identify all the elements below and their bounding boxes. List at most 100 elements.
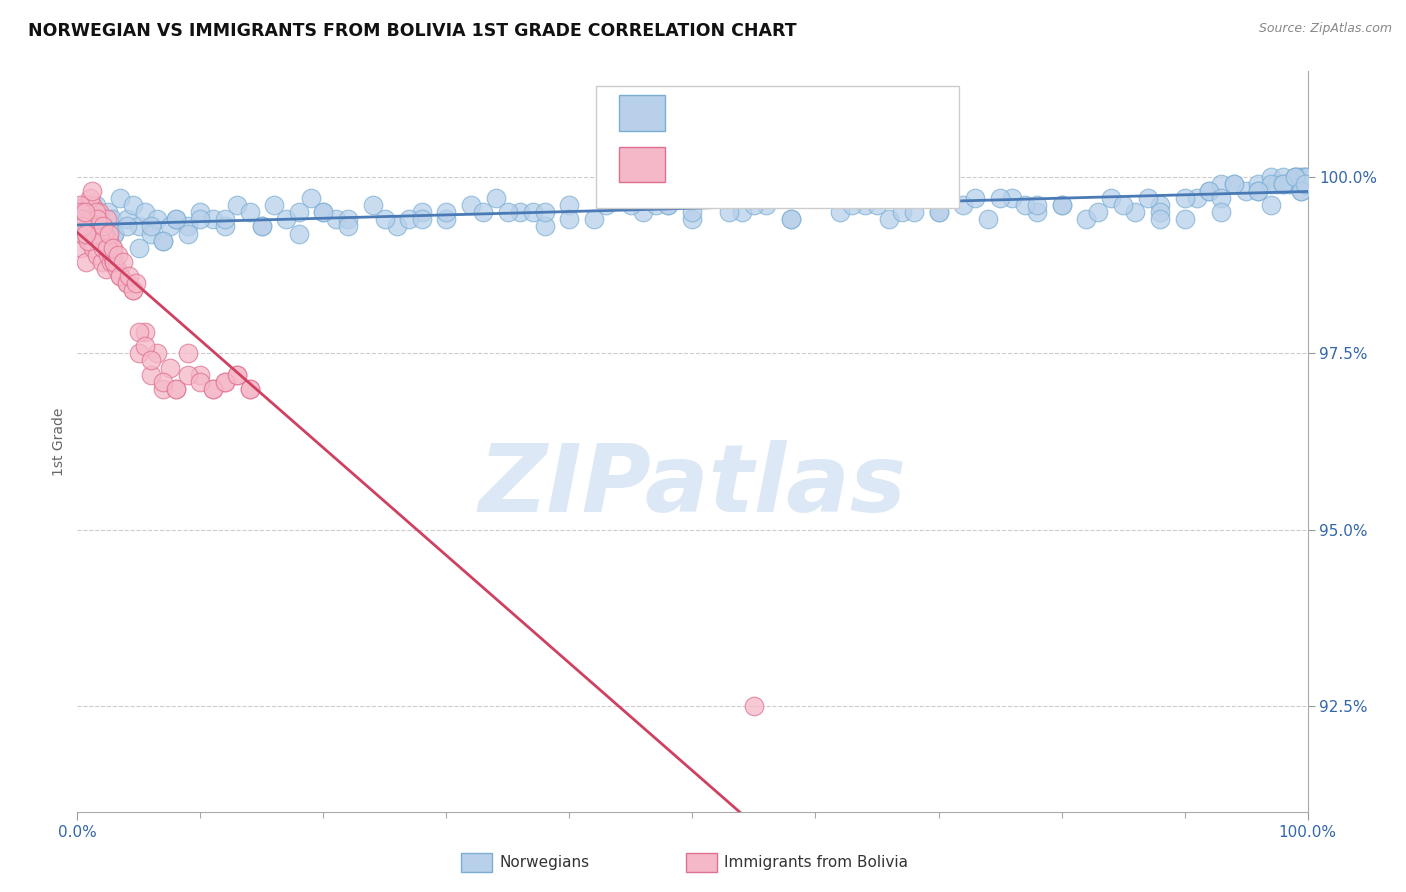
Point xyxy=(780,212,803,227)
Point xyxy=(1026,205,1049,219)
Point xyxy=(128,241,150,255)
Point xyxy=(263,198,285,212)
Point xyxy=(706,191,728,205)
Point xyxy=(201,382,224,396)
Point xyxy=(657,198,679,212)
Point xyxy=(1295,170,1317,185)
Point xyxy=(87,219,110,234)
Point xyxy=(134,205,156,219)
Point xyxy=(70,241,93,255)
Point xyxy=(103,254,125,268)
Point xyxy=(558,198,581,212)
Point xyxy=(1286,170,1309,185)
Point xyxy=(141,219,163,234)
Point xyxy=(146,212,169,227)
Text: Immigrants from Bolivia: Immigrants from Bolivia xyxy=(724,855,908,870)
Point xyxy=(250,219,273,234)
Point xyxy=(1211,205,1233,219)
FancyBboxPatch shape xyxy=(596,87,959,209)
Point xyxy=(768,191,790,205)
Point xyxy=(93,227,115,241)
Point xyxy=(841,198,863,212)
Point xyxy=(70,227,93,241)
Point xyxy=(70,212,93,227)
Point xyxy=(67,219,90,234)
Point xyxy=(152,234,174,248)
Point xyxy=(682,205,704,219)
Point xyxy=(84,212,107,227)
Point xyxy=(103,227,125,241)
Point xyxy=(1284,170,1306,185)
Text: NORWEGIAN VS IMMIGRANTS FROM BOLIVIA 1ST GRADE CORRELATION CHART: NORWEGIAN VS IMMIGRANTS FROM BOLIVIA 1ST… xyxy=(28,22,797,40)
Point xyxy=(75,254,97,268)
Point xyxy=(214,212,236,227)
Point xyxy=(165,382,187,396)
Point xyxy=(558,212,581,227)
Point xyxy=(472,205,495,219)
Point xyxy=(69,198,91,212)
Point xyxy=(128,346,150,360)
Point xyxy=(1247,184,1270,198)
Point xyxy=(853,198,876,212)
Point xyxy=(1291,170,1313,185)
Point xyxy=(1174,212,1197,227)
Point xyxy=(115,219,138,234)
Point xyxy=(644,198,666,212)
Point xyxy=(436,212,458,227)
Point xyxy=(830,205,852,219)
Point xyxy=(159,360,181,375)
Point xyxy=(928,205,950,219)
Point xyxy=(110,268,132,283)
Point xyxy=(103,227,125,241)
Point xyxy=(1050,198,1073,212)
Point xyxy=(1291,184,1313,198)
Point xyxy=(239,205,262,219)
Point xyxy=(76,198,98,212)
Point xyxy=(146,346,169,360)
Point xyxy=(226,368,249,382)
Text: Norwegians: Norwegians xyxy=(499,855,589,870)
Point xyxy=(134,325,156,339)
Point xyxy=(77,234,100,248)
Point xyxy=(226,198,249,212)
Y-axis label: 1st Grade: 1st Grade xyxy=(52,408,66,475)
Point xyxy=(1292,170,1315,185)
Point xyxy=(101,248,124,262)
Point xyxy=(534,219,557,234)
Point xyxy=(80,219,103,234)
Point xyxy=(1294,170,1316,185)
Point xyxy=(90,234,114,248)
Point xyxy=(1289,177,1312,191)
Point xyxy=(100,254,122,268)
Point xyxy=(1087,205,1109,219)
Point xyxy=(1211,177,1233,191)
Point xyxy=(89,219,111,234)
Point xyxy=(214,219,236,234)
Point xyxy=(1198,184,1220,198)
Point xyxy=(866,198,889,212)
Point xyxy=(79,219,101,234)
Point xyxy=(72,219,94,234)
Point xyxy=(110,268,132,283)
Point xyxy=(84,205,107,219)
Point xyxy=(72,227,94,241)
Point xyxy=(90,234,114,248)
Text: R = 0.157: R = 0.157 xyxy=(683,156,782,174)
Point xyxy=(101,248,124,262)
Text: Source: ZipAtlas.com: Source: ZipAtlas.com xyxy=(1258,22,1392,36)
Text: R = 0.446: R = 0.446 xyxy=(683,104,782,122)
Point xyxy=(165,212,187,227)
Point xyxy=(288,227,311,241)
Point xyxy=(121,283,143,297)
Point xyxy=(361,198,384,212)
FancyBboxPatch shape xyxy=(619,95,665,130)
Point xyxy=(76,212,98,227)
Point xyxy=(337,219,360,234)
Point xyxy=(1272,170,1295,185)
Point xyxy=(98,227,121,241)
Point xyxy=(165,382,187,396)
Point xyxy=(1260,170,1282,185)
Point xyxy=(804,191,827,205)
Point xyxy=(70,205,93,219)
Point xyxy=(101,212,124,227)
